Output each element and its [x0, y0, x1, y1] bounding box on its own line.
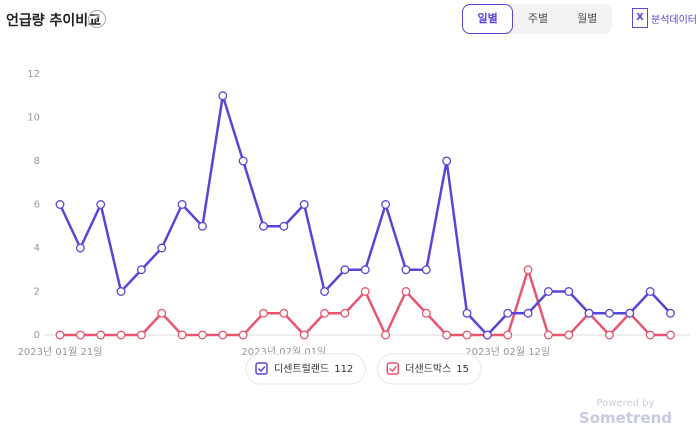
point: [381, 330, 391, 340]
point: [503, 308, 513, 318]
point: [360, 287, 370, 296]
brand: Sometrend: [578, 409, 672, 427]
point: [96, 200, 106, 209]
point: [279, 308, 289, 318]
point: [259, 221, 268, 231]
point: [625, 308, 635, 318]
x-tick-label: 2023년 02월 12일: [465, 346, 550, 358]
point: [340, 265, 350, 275]
point: [645, 287, 655, 296]
point: [462, 308, 472, 318]
y-tick-label: 4: [34, 243, 40, 254]
point: [75, 330, 85, 340]
point: [503, 330, 513, 340]
point: [442, 330, 452, 340]
point: [401, 287, 411, 296]
point: [584, 308, 594, 318]
point: [482, 330, 492, 340]
point: [605, 308, 614, 318]
point: [666, 330, 675, 340]
point: [381, 200, 391, 209]
point: [259, 308, 268, 318]
legend-item[interactable]: 더샌드박스 15: [376, 353, 482, 385]
legend-box: [245, 353, 366, 385]
y-tick-label: 8: [34, 156, 40, 167]
legend-box: [376, 353, 482, 385]
point: [299, 330, 309, 340]
point: [157, 308, 167, 318]
watermark: Powered by Sometrend: [579, 398, 672, 427]
help-icon[interactable]: ?: [88, 10, 106, 28]
legend-check: [255, 362, 268, 375]
point: [238, 156, 248, 166]
legend-count: 112: [334, 364, 353, 375]
point: [96, 330, 106, 340]
point: [421, 308, 431, 318]
y-tick-label: 0: [34, 330, 40, 341]
point: [340, 308, 350, 318]
point: [197, 221, 207, 231]
point: [320, 287, 329, 296]
point: [421, 265, 431, 275]
point: [136, 265, 146, 275]
point: [197, 330, 207, 340]
series-line: [58, 94, 672, 337]
legend-label: 디센트럴랜드: [274, 362, 329, 375]
tab[interactable]: 주별: [527, 12, 549, 25]
analysis-button[interactable]: X 분석데이터: [632, 8, 697, 28]
point: [564, 330, 574, 340]
legend-check: [386, 362, 400, 375]
point: [645, 330, 655, 340]
point: [360, 265, 370, 275]
point: [136, 330, 146, 340]
point: [543, 287, 553, 296]
point: [55, 330, 65, 340]
check-mark: [389, 366, 397, 373]
point: [299, 200, 309, 209]
point: [116, 287, 126, 296]
point: [218, 330, 228, 340]
point: [157, 243, 167, 253]
point: [442, 156, 452, 166]
tab[interactable]: 일별: [462, 4, 514, 34]
point: [55, 200, 65, 209]
check-mark: [257, 366, 266, 373]
legend-item[interactable]: 디센트럴랜드 112: [245, 353, 366, 385]
point: [75, 243, 85, 253]
point: [462, 330, 472, 340]
point: [238, 330, 248, 340]
y-tick-label: 12: [27, 69, 40, 80]
x-tick-label: 2023년 01월 21일: [18, 346, 103, 358]
point: [666, 308, 675, 318]
point: [279, 221, 289, 231]
powered: Powered by: [596, 398, 655, 409]
point: [605, 330, 614, 340]
tab[interactable]: 월별: [577, 12, 598, 25]
point: [523, 265, 533, 275]
legend-count: 15: [456, 364, 469, 375]
point: [401, 265, 411, 275]
point: [177, 200, 187, 209]
point: [177, 330, 187, 340]
icon: X: [632, 8, 648, 28]
point: [523, 308, 533, 318]
y-tick-label: 2: [34, 287, 40, 298]
point: [116, 330, 126, 340]
y-tick-label: 10: [27, 113, 40, 124]
title: 언급량 추이비교: [6, 13, 102, 29]
button-label: 분석데이터: [651, 14, 697, 26]
point: [218, 91, 228, 101]
period-tabs: 일별 주별 월별: [462, 4, 612, 34]
point: [320, 308, 329, 318]
point: [543, 330, 553, 340]
y-tick-label: 6: [34, 200, 40, 211]
legend-label: 더샌드박스: [405, 363, 451, 375]
point: [564, 287, 574, 296]
